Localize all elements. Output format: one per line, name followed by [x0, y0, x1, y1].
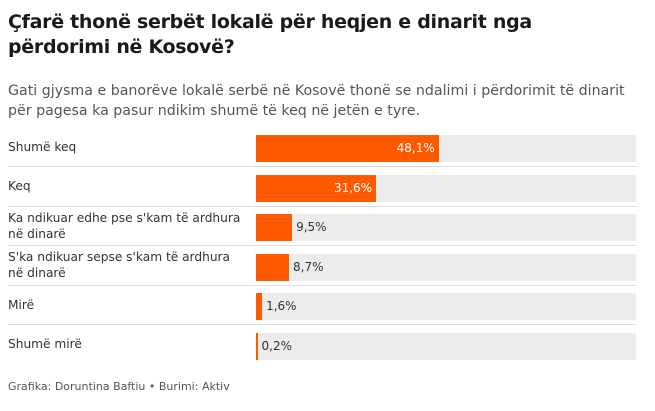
- chart-row: Mirë 1,6%: [8, 286, 636, 325]
- bar: [256, 293, 263, 320]
- chart-row: S'ka ndikuar sepse s'kam të ardhura në d…: [8, 247, 636, 286]
- bar: [256, 253, 290, 281]
- category-label: S'ka ndikuar sepse s'kam të ardhura në d…: [8, 250, 231, 281]
- chart-row: Keq 31,6%: [8, 168, 636, 207]
- bar: [256, 214, 293, 241]
- value-label: 1,6%: [266, 299, 297, 313]
- value-label: 0,2%: [261, 338, 293, 353]
- bar: [256, 332, 258, 360]
- category-label: Ka ndikuar edhe pse s'kam të ardhura në …: [8, 210, 241, 241]
- bar-track: 8,7%: [256, 253, 636, 281]
- value-label: 48,1%: [396, 141, 435, 155]
- chart-row: Shumë keq 48,1%: [8, 128, 636, 167]
- category-label: Keq: [8, 179, 31, 194]
- bar-track: 0,2%: [256, 332, 636, 360]
- chart-row: Shumë mirë 0,2%: [8, 326, 636, 365]
- chart-row: Ka ndikuar edhe pse s'kam të ardhura në …: [8, 207, 636, 246]
- value-label: 31,6%: [333, 180, 373, 195]
- category-label: Shumë keq: [8, 139, 77, 154]
- value-label: 8,7%: [293, 259, 324, 274]
- bar: [256, 174, 377, 202]
- bar-track: 1,6%: [256, 293, 636, 320]
- chart-footer: Grafika: Doruntina Baftiu • Burimi: Akti…: [8, 380, 230, 393]
- chart-subtitle: Gati gjysma e banorëve lokalë serbë në K…: [8, 83, 625, 119]
- bar: [256, 135, 439, 162]
- bar-track: 48,1%: [256, 135, 636, 162]
- bar-chart: Shumë keq 48,1% Keq 31,6% Ka ndikuar edhe ps…: [0, 128, 655, 368]
- chart-title: Çfarë thonë serbët lokalë për heqjen e d…: [8, 11, 532, 58]
- bar-track: 9,5%: [256, 214, 636, 241]
- bar-track: 31,6%: [256, 174, 636, 202]
- category-label: Mirë: [8, 297, 35, 312]
- value-label: 9,5%: [296, 220, 327, 234]
- category-label: Shumë mirë: [8, 337, 82, 352]
